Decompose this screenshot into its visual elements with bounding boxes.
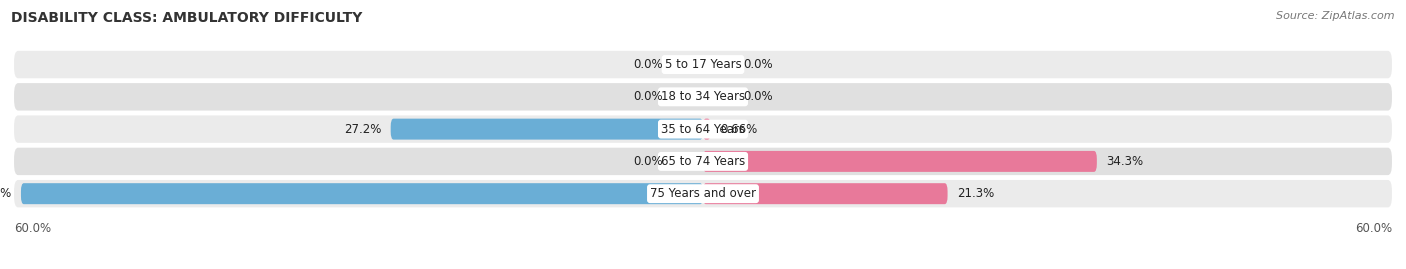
- Text: 27.2%: 27.2%: [344, 123, 381, 136]
- Text: 0.0%: 0.0%: [744, 58, 773, 71]
- Text: 0.0%: 0.0%: [633, 155, 662, 168]
- Text: 60.0%: 60.0%: [1355, 222, 1392, 235]
- FancyBboxPatch shape: [703, 183, 948, 204]
- Text: 0.0%: 0.0%: [633, 58, 662, 71]
- FancyBboxPatch shape: [14, 148, 1392, 175]
- FancyBboxPatch shape: [14, 83, 1392, 111]
- FancyBboxPatch shape: [14, 180, 1392, 207]
- Text: Source: ZipAtlas.com: Source: ZipAtlas.com: [1277, 11, 1395, 21]
- Text: 0.66%: 0.66%: [720, 123, 756, 136]
- FancyBboxPatch shape: [703, 119, 710, 140]
- FancyBboxPatch shape: [703, 151, 1097, 172]
- Text: 60.0%: 60.0%: [14, 222, 51, 235]
- Text: 0.0%: 0.0%: [633, 90, 662, 103]
- Text: DISABILITY CLASS: AMBULATORY DIFFICULTY: DISABILITY CLASS: AMBULATORY DIFFICULTY: [11, 11, 363, 25]
- Text: 65 to 74 Years: 65 to 74 Years: [661, 155, 745, 168]
- Text: 34.3%: 34.3%: [1107, 155, 1143, 168]
- FancyBboxPatch shape: [21, 183, 703, 204]
- Text: 35 to 64 Years: 35 to 64 Years: [661, 123, 745, 136]
- Text: 18 to 34 Years: 18 to 34 Years: [661, 90, 745, 103]
- Text: 5 to 17 Years: 5 to 17 Years: [665, 58, 741, 71]
- FancyBboxPatch shape: [14, 115, 1392, 143]
- Text: 21.3%: 21.3%: [956, 187, 994, 200]
- Text: 75 Years and over: 75 Years and over: [650, 187, 756, 200]
- FancyBboxPatch shape: [14, 51, 1392, 78]
- FancyBboxPatch shape: [391, 119, 703, 140]
- Text: 59.4%: 59.4%: [0, 187, 11, 200]
- Text: 0.0%: 0.0%: [744, 90, 773, 103]
- Legend: Male, Female: Male, Female: [631, 264, 775, 269]
